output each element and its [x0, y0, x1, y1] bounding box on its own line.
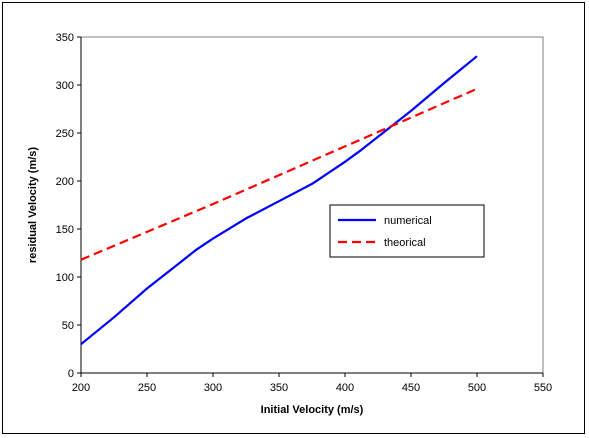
x-tick-label: 250	[138, 382, 156, 394]
x-tick-label: 500	[468, 382, 486, 394]
x-tick-label: 400	[336, 382, 354, 394]
legend-label-theorical: theorical	[384, 237, 426, 249]
series-line-numerical	[80, 55, 478, 346]
y-tick-label: 0	[68, 368, 74, 380]
y-axis-title: residual Velocity (m/s)	[27, 147, 39, 263]
y-tick-label: 200	[56, 176, 74, 188]
y-tick-label: 350	[56, 32, 74, 44]
x-tick-label: 200	[72, 382, 90, 394]
y-tick-label: 150	[56, 224, 74, 236]
legend-box	[329, 204, 485, 258]
x-tick-label: 300	[204, 382, 222, 394]
x-tick-label: 450	[402, 382, 420, 394]
series-line-theorical	[80, 87, 478, 261]
x-tick-label: 550	[534, 382, 552, 394]
legend: numerical theorical	[329, 204, 485, 258]
legend-label-numerical: numerical	[384, 215, 432, 227]
line-chart: 0 50 100 150 200 250 300 350 200 250 300 350 400 450 5…	[27, 32, 552, 416]
y-tick-label: 50	[62, 320, 74, 332]
y-tick-label: 300	[56, 80, 74, 92]
x-tick-label: 350	[270, 382, 288, 394]
y-tick-label: 100	[56, 272, 74, 284]
chart-frame: 0 50 100 150 200 250 300 350 200 250 300 350 400 450 5…	[2, 2, 585, 434]
x-axis-title: Initial Velocity (m/s)	[261, 404, 364, 416]
y-tick-label: 250	[56, 128, 74, 140]
